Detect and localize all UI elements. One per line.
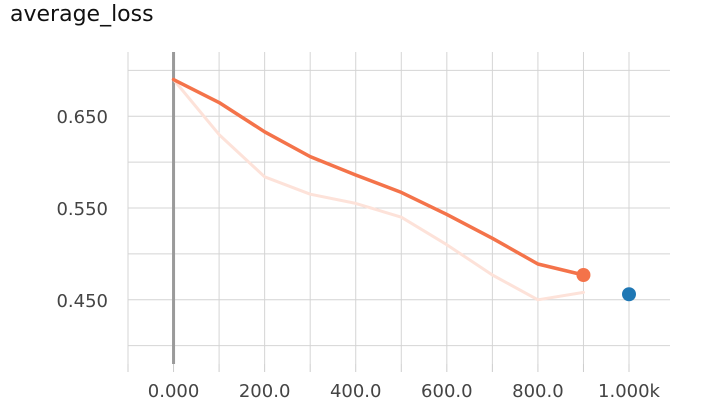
x-tick-label: 800.0 [512, 381, 564, 402]
y-tick-label: 0.650 [56, 107, 108, 128]
chart-title: average_loss [10, 2, 154, 27]
x-tick-label: 0.000 [148, 381, 200, 402]
x-tick-label: 600.0 [421, 381, 473, 402]
x-tick-label: 400.0 [330, 381, 382, 402]
x-tick-label: 1.000k [598, 381, 661, 402]
y-tick-label: 0.450 [56, 291, 108, 312]
smoothed-loss-line [171, 77, 586, 277]
y-tick-label: 0.550 [56, 199, 108, 220]
raw-loss-line [172, 78, 585, 302]
data-point-marker [622, 287, 637, 302]
series-endpoint-marker [576, 267, 591, 282]
x-tick-label: 200.0 [239, 381, 291, 402]
